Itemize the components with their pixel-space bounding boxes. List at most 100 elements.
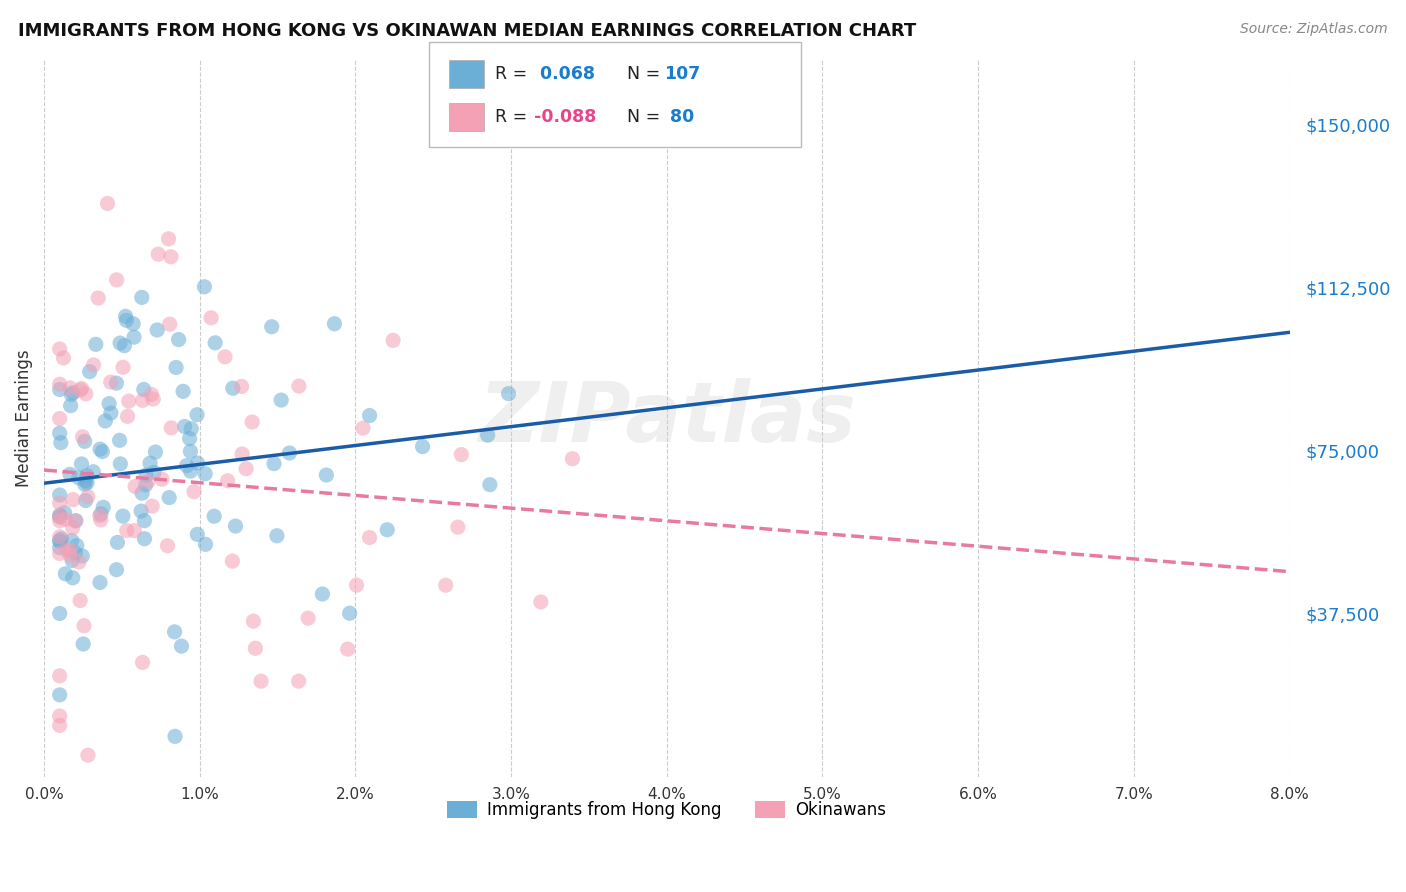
Point xyxy=(382,334,405,348)
Point xyxy=(160,250,183,264)
Point xyxy=(89,442,111,457)
Point xyxy=(72,430,94,444)
Point xyxy=(498,386,520,401)
Point xyxy=(217,474,239,488)
Text: -0.088: -0.088 xyxy=(534,108,596,126)
Point xyxy=(194,467,217,481)
Point xyxy=(141,387,163,401)
Point xyxy=(75,493,97,508)
Point xyxy=(122,330,145,344)
Point xyxy=(90,513,112,527)
Point xyxy=(180,464,202,478)
Point xyxy=(48,377,70,392)
Point xyxy=(124,524,146,538)
Point xyxy=(134,532,156,546)
Text: Source: ZipAtlas.com: Source: ZipAtlas.com xyxy=(1240,22,1388,37)
Point xyxy=(100,406,122,420)
Point xyxy=(77,748,100,763)
Point xyxy=(59,381,82,395)
Point xyxy=(359,409,381,423)
Point xyxy=(83,358,105,372)
Point xyxy=(242,614,264,628)
Point xyxy=(75,474,97,488)
Point xyxy=(62,492,84,507)
Point xyxy=(131,486,153,500)
Point xyxy=(297,611,319,625)
Point xyxy=(434,578,457,592)
Point xyxy=(131,290,153,304)
Point xyxy=(114,310,136,324)
Point xyxy=(91,444,114,458)
Point xyxy=(48,411,70,425)
Point xyxy=(100,375,122,389)
Point xyxy=(200,310,222,325)
Point xyxy=(108,434,131,448)
Point xyxy=(73,434,96,449)
Point xyxy=(115,524,138,538)
Point xyxy=(183,484,205,499)
Point xyxy=(122,317,145,331)
Text: IMMIGRANTS FROM HONG KONG VS OKINAWAN MEDIAN EARNINGS CORRELATION CHART: IMMIGRANTS FROM HONG KONG VS OKINAWAN ME… xyxy=(18,22,917,40)
Point xyxy=(89,508,111,523)
Point xyxy=(48,607,70,621)
Point xyxy=(157,232,180,246)
Text: 80: 80 xyxy=(664,108,695,126)
Point xyxy=(148,247,170,261)
Point xyxy=(131,393,153,408)
Point xyxy=(76,475,98,490)
Point xyxy=(478,477,501,491)
Point xyxy=(89,575,111,590)
Point xyxy=(108,336,131,351)
Point xyxy=(172,384,194,399)
Point xyxy=(131,656,153,670)
Point xyxy=(134,514,156,528)
Point xyxy=(48,541,70,555)
Point xyxy=(60,533,83,548)
Point xyxy=(105,273,128,287)
Point xyxy=(107,535,129,549)
Point xyxy=(477,428,499,442)
Point xyxy=(111,509,134,524)
Point xyxy=(194,537,217,551)
Point xyxy=(87,291,110,305)
Point xyxy=(270,393,292,408)
Point xyxy=(59,467,82,482)
Point xyxy=(65,514,87,528)
Point xyxy=(323,317,346,331)
Point xyxy=(156,539,179,553)
Point xyxy=(132,383,155,397)
Point xyxy=(202,509,225,524)
Point xyxy=(66,539,89,553)
Point xyxy=(72,637,94,651)
Point xyxy=(311,587,333,601)
Point xyxy=(52,351,75,365)
Point xyxy=(67,471,90,485)
Point xyxy=(67,555,90,569)
Point xyxy=(48,509,70,524)
Text: 0.068: 0.068 xyxy=(534,65,595,83)
Point xyxy=(48,688,70,702)
Text: ZIPatlas: ZIPatlas xyxy=(478,377,856,458)
Point xyxy=(105,376,128,391)
Point xyxy=(287,674,309,689)
Point xyxy=(135,468,157,483)
Point xyxy=(51,532,73,546)
Point xyxy=(150,472,173,486)
Point xyxy=(48,547,70,561)
Point xyxy=(173,419,195,434)
Point xyxy=(160,421,183,435)
Point xyxy=(48,342,70,356)
Point xyxy=(48,530,70,544)
Point xyxy=(530,595,553,609)
Point xyxy=(48,718,70,732)
Point xyxy=(91,500,114,515)
Point xyxy=(55,512,77,526)
Point xyxy=(48,426,70,441)
Point xyxy=(250,674,273,689)
Point xyxy=(214,350,236,364)
Point xyxy=(157,491,180,505)
Point xyxy=(112,360,135,375)
Point xyxy=(170,639,193,653)
Point xyxy=(165,360,187,375)
Point xyxy=(69,383,91,397)
